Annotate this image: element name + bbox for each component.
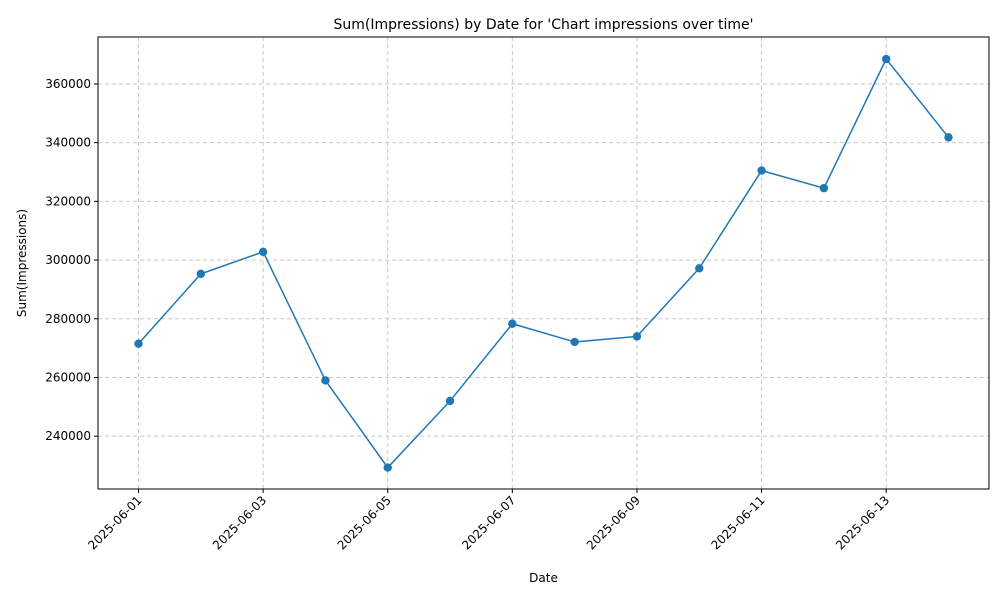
data-point [445,396,455,406]
y-tick-label: 280000 [45,312,91,326]
x-axis-label: Date [529,571,558,585]
data-point [881,54,891,64]
y-axis-label: Sum(Impressions) [15,209,29,317]
data-point [570,337,579,347]
data-point [258,247,268,257]
y-tick-label: 260000 [45,370,91,384]
plot-frame [97,36,990,490]
y-axis: 240000 260000 280000 300000 320000 340000 3600… [45,77,98,443]
data-point [944,133,953,142]
series-line [137,58,950,469]
data-point [757,166,766,175]
y-tick-label: 340000 [45,136,91,150]
y-tick-label: 300000 [45,253,91,267]
data-point [819,183,829,193]
data-point [134,339,143,348]
data-point [632,332,642,341]
data-point [196,269,206,279]
gridlines [98,37,989,489]
data-point [508,319,517,328]
data-point [321,376,330,385]
chart-title: Sum(Impressions) by Date for 'Chart impr… [334,17,754,33]
series-layer [134,54,953,472]
y-tick-label: 240000 [45,429,91,443]
y-tick-label: 320000 [45,194,91,208]
data-point [383,463,392,472]
data-point [695,264,704,273]
y-tick-label: 360000 [45,77,91,91]
